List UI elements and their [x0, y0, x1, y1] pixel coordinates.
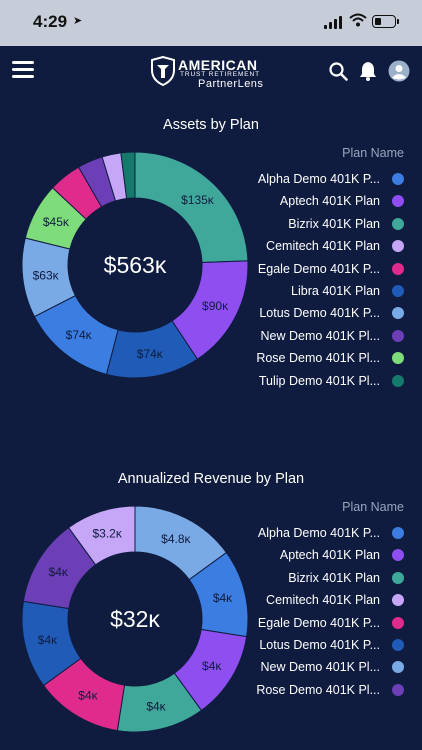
legend-item-label: New Demo 401K Pl...: [260, 328, 381, 343]
donut-slice-label: $4ĸ: [146, 700, 166, 714]
legend-item[interactable]: Rose Demo 401K Pl...: [256, 347, 404, 369]
legend-color-dot: [392, 217, 404, 230]
legend-item-label: Lotus Demo 401K P...: [259, 306, 380, 321]
search-icon[interactable]: [329, 62, 348, 81]
legend-item-label: Bizrix 401K Plan: [288, 570, 380, 585]
donut-slice-label: $90ĸ: [202, 299, 229, 313]
location-icon: ➤: [73, 15, 83, 27]
donut-slice-label: $4ĸ: [202, 659, 222, 673]
legend-item[interactable]: Egale Demo 401K P...: [258, 258, 404, 280]
legend-color-dot: [392, 661, 404, 674]
donut-slice-label: $3.2ĸ: [93, 526, 123, 540]
logo-title: AMERICAN: [178, 57, 258, 73]
legend-item-label: Egale Demo 401K P...: [257, 261, 380, 276]
legend-item[interactable]: Lotus Demo 401K P...: [259, 302, 404, 324]
legend-item[interactable]: Lotus Demo 401K P...: [259, 634, 404, 656]
shield-logo-icon: [151, 56, 175, 86]
legend-color-dot: [392, 173, 404, 185]
legend-item[interactable]: Alpha Demo 401K P...: [258, 522, 404, 544]
legend-item-label: Lotus Demo 401K P...: [259, 638, 380, 652]
legend-color-dot: [392, 285, 404, 297]
legend-item[interactable]: Rose Demo 401K Pl...: [256, 679, 404, 701]
revenue-chart-title: Annualized Revenue by Plan: [117, 471, 305, 487]
assets-chart-title: Assets by Plan: [163, 117, 259, 133]
legend-item[interactable]: Cemitech 401K Plan: [266, 235, 404, 257]
battery-icon: [372, 15, 396, 28]
legend-item-label: Alpha Demo 401K P...: [257, 526, 380, 540]
assets-legend-title: Plan Name: [342, 146, 404, 160]
revenue-donut-chart[interactable]: $4.8ĸ $4ĸ $4ĸ $4ĸ $4ĸ $4ĸ $4ĸ $3.2ĸ $32ĸ: [0, 506, 260, 736]
signal-icon: [324, 16, 344, 29]
legend-item-label: Aptech 401K Plan: [279, 548, 380, 563]
legend-item[interactable]: Alpha Demo 401K P...: [258, 168, 404, 190]
legend-item-label: Tulip Demo 401K Pl...: [258, 373, 380, 388]
legend-item[interactable]: Bizrix 401K Plan: [288, 213, 404, 235]
legend-item[interactable]: Libra 401K Plan: [291, 280, 404, 302]
legend-item[interactable]: Aptech 401K Plan: [280, 544, 404, 566]
donut-slice-bizrix[interactable]: [134, 152, 249, 264]
donut-slice-label: $4.8ĸ: [161, 532, 191, 546]
legend-item-label: Rose Demo 401K Pl...: [256, 351, 380, 366]
legend-item[interactable]: Egale Demo 401K P...: [258, 612, 404, 634]
brand-logo: AMERICAN TRUST RETIREMENT PartnerLens: [150, 56, 275, 90]
legend-color-dot: [392, 352, 404, 365]
logo-subtitle: TRUST RETIREMENT: [180, 71, 261, 78]
legend-color-dot: [392, 639, 404, 651]
legend-item-label: Alpha Demo 401K P...: [257, 172, 380, 186]
legend-color-dot: [392, 683, 404, 696]
donut-center-total: $32ĸ: [110, 606, 160, 632]
legend-color-dot: [392, 527, 404, 539]
donut-slice-label: $4ĸ: [49, 565, 69, 579]
legend-item[interactable]: New Demo 401K Pl...: [260, 325, 404, 347]
legend-item-label: Libra 401K Plan: [291, 284, 380, 298]
legend-item-label: Rose Demo 401K Pl...: [256, 682, 380, 697]
donut-slice-label: $4ĸ: [213, 591, 233, 605]
legend-item-label: Cemitech 401K Plan: [266, 239, 380, 254]
legend-color-dot: [392, 571, 404, 584]
app-header: AMERICAN TRUST RETIREMENT PartnerLens: [0, 46, 422, 96]
legend-color-dot: [392, 307, 404, 320]
donut-slice-label: $135ĸ: [181, 193, 215, 207]
status-time: 4:29: [33, 12, 68, 31]
donut-slice-label: $4ĸ: [38, 633, 58, 647]
legend-item[interactable]: New Demo 401K Pl...: [260, 656, 404, 678]
legend-item-label: Cemitech 401K Plan: [266, 593, 380, 608]
assets-donut-chart[interactable]: $135ĸ $90ĸ $74ĸ $74ĸ $63ĸ $45ĸ $563ĸ: [0, 152, 260, 382]
donut-slice-label: $4ĸ: [78, 689, 98, 703]
donut-slice-label: $74ĸ: [137, 347, 164, 361]
donut-slice-tulip[interactable]: [120, 152, 136, 200]
legend-color-dot: [392, 262, 404, 275]
legend-item[interactable]: Aptech 401K Plan: [280, 190, 404, 212]
avatar-icon[interactable]: [388, 60, 410, 82]
revenue-legend-title: Plan Name: [342, 500, 404, 514]
hamburger-menu-icon[interactable]: [12, 61, 34, 79]
bell-icon[interactable]: [359, 61, 377, 81]
legend-item-label: Bizrix 401K Plan: [288, 216, 380, 231]
legend-color-dot: [392, 594, 404, 607]
donut-slice-label: $74ĸ: [66, 328, 93, 342]
legend-color-dot: [392, 616, 404, 629]
legend-item[interactable]: Tulip Demo 401K Pl...: [259, 370, 404, 392]
donut-center-total: $563ĸ: [104, 252, 167, 278]
battery-tip: [397, 19, 399, 24]
legend-color-dot: [392, 195, 404, 208]
legend-color-dot: [392, 374, 404, 387]
logo-product: PartnerLens: [198, 78, 264, 90]
legend-item-label: Aptech 401K Plan: [279, 194, 380, 209]
donut-slice-cemitech[interactable]: [67, 506, 136, 566]
legend-color-dot: [392, 549, 404, 562]
legend-color-dot: [392, 329, 404, 342]
legend-color-dot: [392, 240, 404, 253]
legend-item[interactable]: Cemitech 401K Plan: [266, 589, 404, 611]
legend-item[interactable]: Bizrix 401K Plan: [288, 567, 404, 589]
wifi-icon: [349, 13, 367, 27]
legend-item-label: New Demo 401K Pl...: [260, 660, 381, 675]
donut-slice-label: $63ĸ: [33, 268, 60, 282]
donut-slice-label: $45ĸ: [43, 215, 70, 229]
legend-item-label: Egale Demo 401K P...: [257, 615, 380, 630]
status-bar: 4:29 ➤: [0, 0, 422, 46]
